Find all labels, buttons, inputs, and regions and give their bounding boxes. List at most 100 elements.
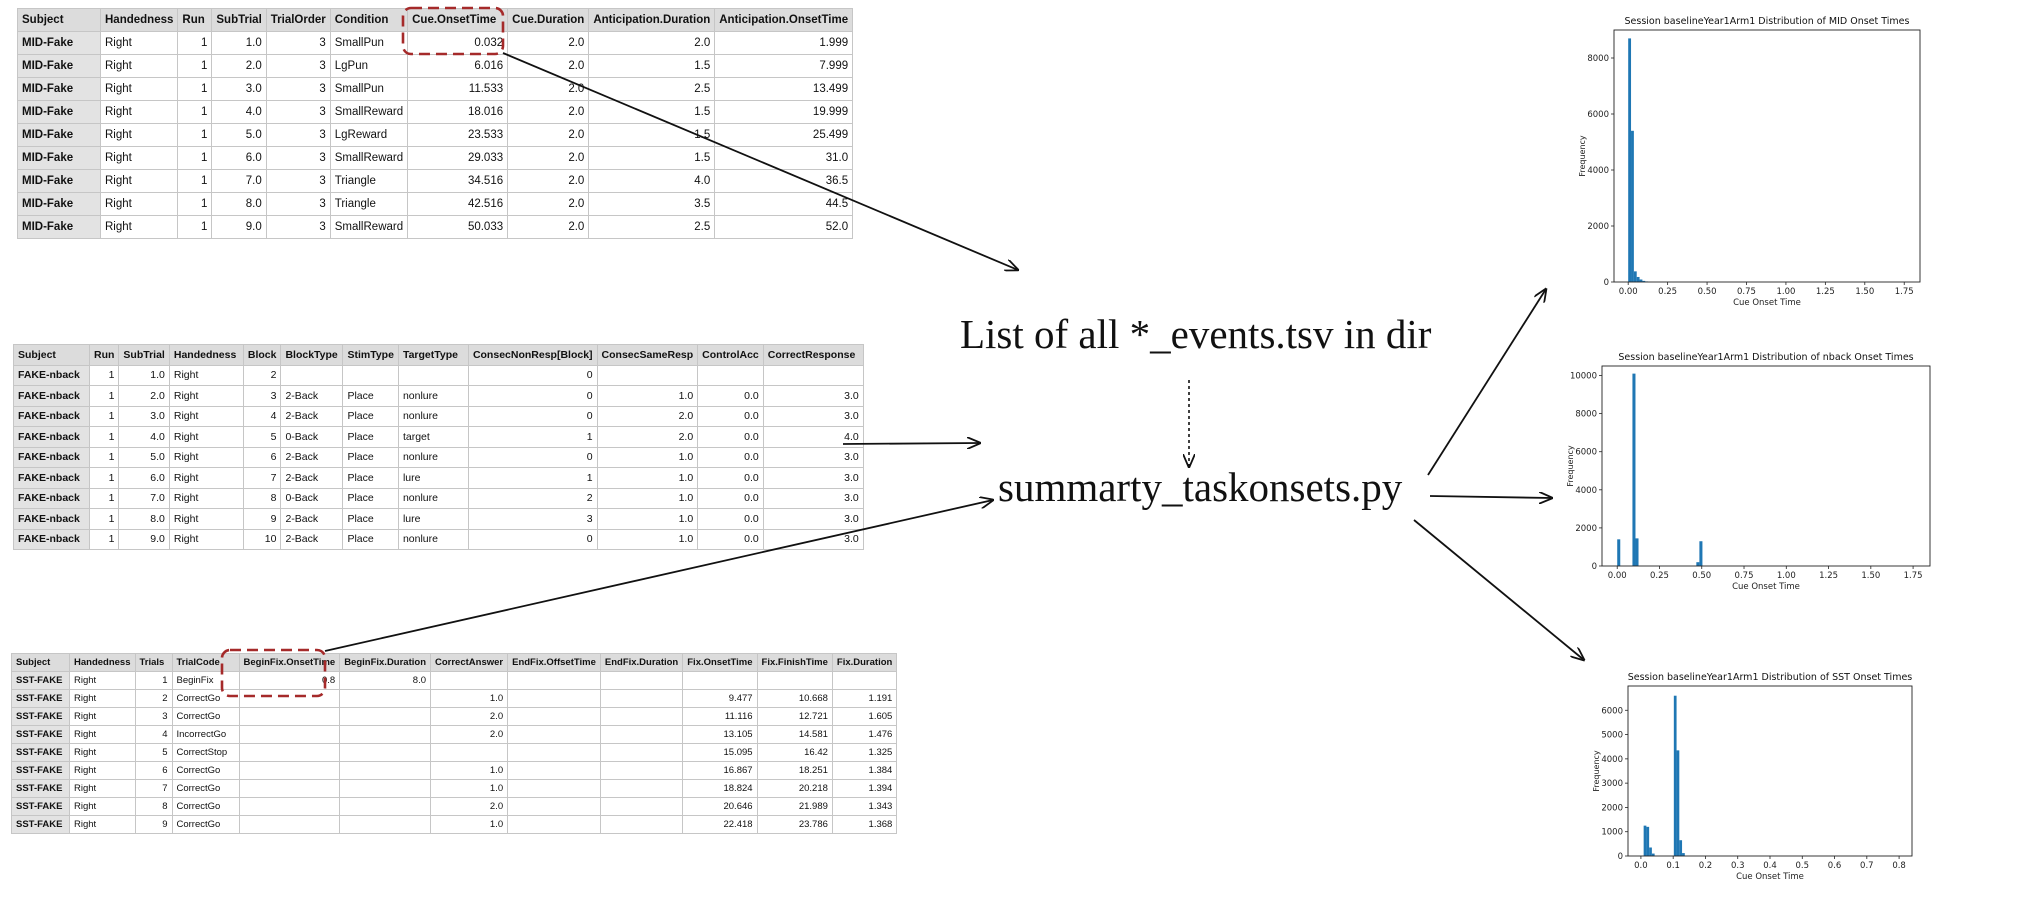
- histogram-bar: [1632, 373, 1636, 566]
- table-cell: 2-Back: [280, 405, 344, 427]
- x-tick-label: 0.2: [1699, 861, 1713, 871]
- table-cell: MID-Fake: [17, 123, 101, 147]
- table-cell: 23.786: [756, 815, 833, 834]
- sst-events-table: Subject Handedness Trials TrialCode BeginFix…: [11, 653, 898, 834]
- table-cell: 0.8: [238, 671, 341, 690]
- table-cell: 2.5: [588, 77, 716, 101]
- table-cell: 1: [88, 385, 120, 407]
- table-cell: FAKE-nback: [13, 385, 90, 407]
- y-axis-label: Frequency: [1566, 445, 1575, 487]
- table-cell: 0: [467, 385, 598, 407]
- histogram-bar: [1631, 130, 1634, 282]
- plot-frame: [1601, 365, 1931, 567]
- y-tick-label: 0: [1604, 278, 1609, 288]
- table-cell: 2-Back: [280, 385, 344, 407]
- table-cell: Right: [99, 192, 179, 216]
- table-cell: 5.0: [118, 446, 170, 468]
- table-cell: 1.476: [831, 725, 898, 744]
- y-tick-label: 3000: [1601, 779, 1623, 789]
- table-cell: 3: [467, 508, 598, 530]
- x-tick-label: 0.1: [1666, 861, 1680, 871]
- table-cell: SST-FAKE: [11, 815, 70, 834]
- table-cell: 3: [134, 707, 173, 726]
- column-header: BeginFix.OnsetTime: [238, 653, 341, 672]
- table-cell: FAKE-nback: [13, 405, 90, 427]
- table-cell: FAKE-nback: [13, 426, 90, 448]
- table-cell: Right: [69, 671, 136, 690]
- column-header: Subject: [11, 653, 70, 672]
- x-tick-label: 1.75: [1895, 287, 1914, 297]
- table-cell: 3.0: [762, 467, 864, 489]
- table-cell: [339, 779, 431, 798]
- histogram-bar: [1617, 539, 1621, 566]
- table-cell: SmallPun: [329, 31, 409, 55]
- table-row: FAKE-nback 1 5.0 Right 6 2-Back Place nonlure 0 1…: [13, 446, 864, 468]
- table-cell: [599, 707, 684, 726]
- y-axis-label: Frequency: [1592, 750, 1601, 792]
- table-cell: SST-FAKE: [11, 743, 70, 762]
- column-header: ConsecSameResp: [596, 344, 699, 366]
- table-row: MID-Fake Right 1 6.0 3 SmallReward 29.033 2.0 1.…: [17, 146, 854, 170]
- x-tick-label: 0.00: [1619, 287, 1638, 297]
- table-cell: 10: [242, 528, 282, 550]
- table-cell: 9.0: [118, 528, 170, 550]
- events-list-label: List of all *_events.tsv in dir: [960, 311, 1432, 357]
- y-tick-label: 1000: [1601, 828, 1623, 838]
- histogram-svg: Session baselineYear1Arm1 Distribution o…: [1578, 16, 1921, 308]
- table-cell: [507, 743, 601, 762]
- histogram-bar: [1636, 276, 1640, 282]
- table-cell: 2.0: [429, 797, 509, 816]
- table-cell: Right: [99, 77, 179, 101]
- table-row: FAKE-nback 1 1.0 Right 2 0: [13, 364, 864, 386]
- table-cell: 3.0: [762, 508, 864, 530]
- table-cell: 29.033: [407, 146, 509, 170]
- column-header: SubTrial: [118, 344, 170, 366]
- histogram-svg: Session baselineYear1Arm1 Distribution o…: [1592, 672, 1913, 882]
- table-cell: 22.418: [682, 815, 758, 834]
- histogram-svg: Session baselineYear1Arm1 Distribution o…: [1566, 352, 1931, 592]
- column-header: EndFix.OffsetTime: [507, 653, 601, 672]
- table-cell: FAKE-nback: [13, 528, 90, 550]
- column-header: Trials: [134, 653, 173, 672]
- table-cell: Place: [342, 528, 399, 550]
- table-cell: 34.516: [407, 169, 509, 193]
- column-header: Fix.OnsetTime: [682, 653, 758, 672]
- x-tick-label: 0.50: [1698, 287, 1717, 297]
- table-cell: 4: [134, 725, 173, 744]
- table-cell: Right: [168, 487, 244, 509]
- table-cell: LgReward: [329, 123, 409, 147]
- histogram-bar: [1646, 826, 1650, 856]
- table-cell: Right: [168, 426, 244, 448]
- table-cell: MID-Fake: [17, 169, 101, 193]
- x-tick-label: 1.25: [1816, 287, 1835, 297]
- histogram-bar: [1699, 541, 1703, 566]
- histogram-bar: [1679, 840, 1683, 856]
- table-cell: [339, 725, 431, 744]
- sst-onset-histogram: Session baselineYear1Arm1 Distribution o…: [1590, 672, 1920, 897]
- table-cell: 1: [88, 364, 120, 386]
- table-cell: Right: [99, 31, 179, 55]
- table-cell: FAKE-nback: [13, 364, 90, 386]
- x-tick-label: 1.00: [1777, 571, 1796, 581]
- plot-frame: [1613, 29, 1921, 283]
- table-row: SST-FAKE Right 7 CorrectGo 1.0 18.824 20.218 1.…: [11, 779, 898, 798]
- table-cell: 1.5: [588, 100, 716, 124]
- table-cell: 3.0: [211, 77, 267, 101]
- y-axis-label: Frequency: [1578, 135, 1587, 177]
- nback-to-list-arrow: [842, 443, 980, 444]
- chart-title: Session baselineYear1Arm1 Distribution o…: [1625, 16, 1910, 27]
- histogram-bar: [1649, 847, 1652, 856]
- table-cell: 2.0: [429, 707, 509, 726]
- table-cell: 1: [88, 508, 120, 530]
- column-header: StimType: [342, 344, 399, 366]
- table-cell: 2: [134, 689, 173, 708]
- table-cell: [339, 815, 431, 834]
- histogram-bar: [1643, 825, 1647, 856]
- table-cell: CorrectGo: [171, 797, 240, 816]
- table-cell: 1: [177, 146, 213, 170]
- nback-onset-histogram: Session baselineYear1Arm1 Distribution o…: [1566, 350, 1936, 600]
- table-cell: 3: [265, 215, 331, 239]
- mid-to-list-arrow: [502, 52, 1018, 270]
- table-cell: 1.191: [831, 689, 898, 708]
- table-cell: 0.0: [697, 487, 764, 509]
